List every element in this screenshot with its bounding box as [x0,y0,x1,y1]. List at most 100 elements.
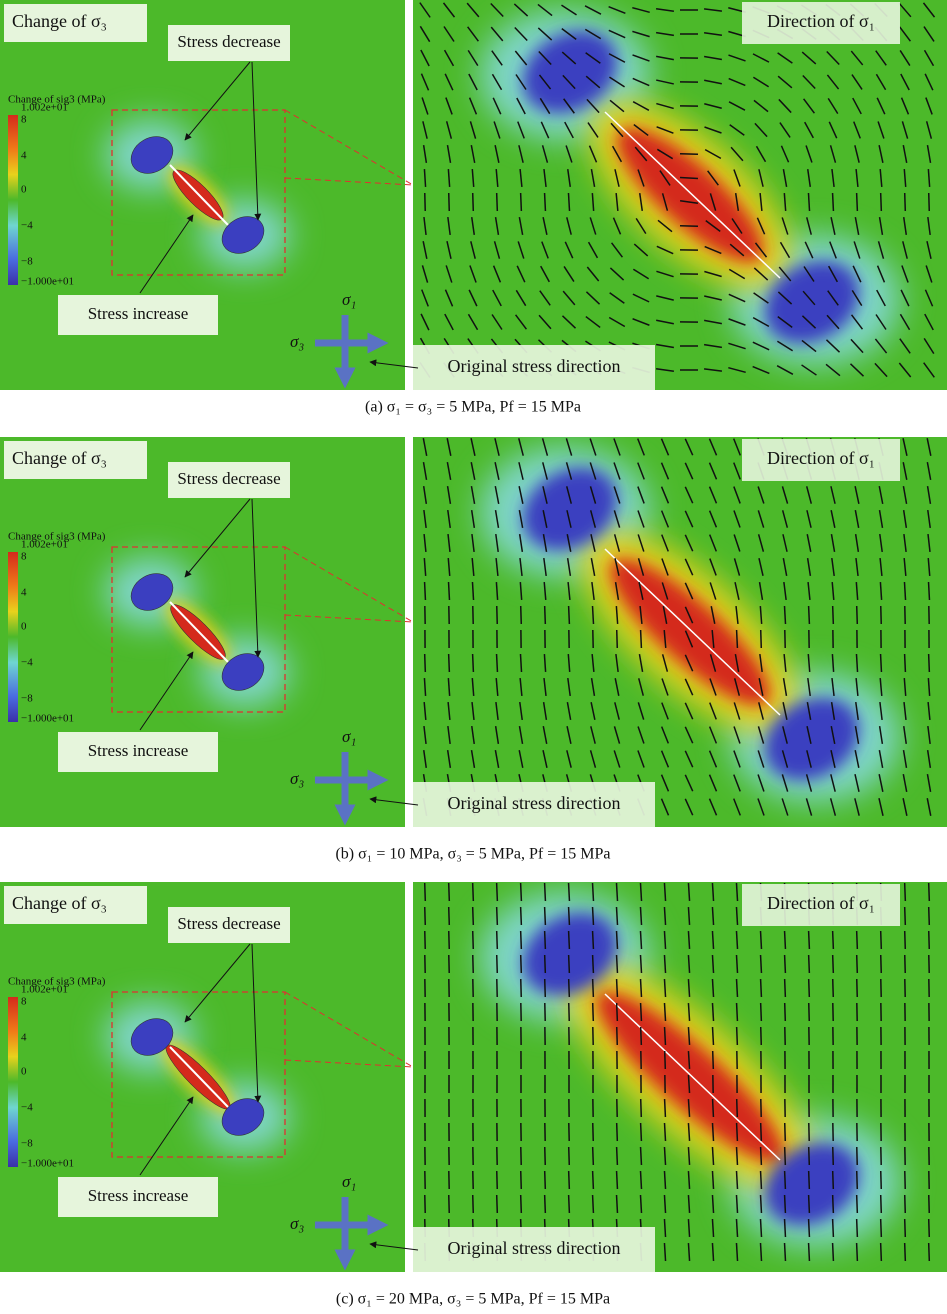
direction-tick [929,193,930,211]
direction-tick [785,1195,786,1213]
direction-tick [809,931,810,949]
direction-tick [833,979,834,997]
colorbar-tick-label: −1.000e+01 [21,713,74,725]
direction-tick [881,955,882,973]
direction-tick [664,979,665,997]
direction-tick [785,1147,786,1165]
direction-tick [737,1123,738,1141]
direction-tick [785,979,786,997]
colorbar-tick-label: 4 [21,587,27,599]
direction-tick [881,931,882,949]
direction-tick [736,1243,737,1261]
direction-tick [761,955,762,973]
axis-label: σ₃ [290,1214,304,1233]
colorbar-tick-label: 1.002e+01 [21,102,68,114]
colorbar-tick-label: −4 [21,657,33,669]
left-title: Change of σ₃ [12,448,107,468]
direction-tick [712,979,713,997]
direction-tick [569,606,570,624]
direction-tick [881,1195,882,1213]
right-title: Direction of σ₁ [767,11,875,31]
left-title: Change of σ₃ [12,893,107,913]
direction-tick [520,654,521,672]
direction-tick [545,955,546,973]
direction-tick [905,1195,906,1213]
direction-tick [569,883,570,901]
direction-tick [641,1171,642,1189]
direction-tick [545,979,546,997]
direction-tick [521,931,522,949]
direction-tick [593,1147,594,1165]
colorbar [8,552,18,722]
increase-label: Stress increase [88,1186,189,1205]
direction-tick [905,883,906,901]
direction-tick [473,931,474,949]
increase-label: Stress increase [88,304,189,323]
right-title: Direction of σ₁ [767,893,875,913]
direction-tick [785,931,786,949]
direction-tick [593,1123,594,1141]
direction-tick [905,907,906,925]
direction-tick [617,931,618,949]
direction-tick [833,931,834,949]
direction-tick [761,1219,762,1237]
direction-tick [569,1147,570,1165]
direction-tick [545,1195,546,1213]
colorbar [8,997,18,1167]
direction-tick [809,1003,810,1021]
direction-tick [545,606,546,624]
direction-tick [617,1171,618,1189]
direction-tick [593,979,594,997]
direction-tick [569,1195,570,1213]
direction-tick [785,955,786,973]
direction-tick [473,907,474,925]
direction-tick [664,1003,665,1021]
direction-tick [641,630,642,648]
direction-tick [833,1243,834,1261]
direction-tick [881,1219,882,1237]
direction-tick [568,193,569,211]
direction-tick [521,606,522,624]
colorbar-tick-label: −4 [21,1102,33,1114]
direction-tick [617,979,618,997]
direction-tick [857,955,858,973]
direction-tick [856,654,857,672]
direction-tick [497,907,498,925]
colorbar-tick-label: −8 [21,693,33,705]
direction-tick [665,1027,666,1045]
direction-tick [617,1003,618,1021]
direction-tick [905,193,906,211]
direction-tick [809,606,810,624]
direction-tick [425,654,426,672]
colorbar-tick-label: 0 [21,184,27,196]
direction-tick [617,1027,618,1045]
colorbar-tick-label: 4 [21,1032,27,1044]
direction-tick [713,1051,714,1069]
direction-tick [593,1171,594,1189]
direction-tick [569,979,570,997]
direction-tick [425,582,426,600]
direction-tick [521,955,522,973]
direction-tick [713,1027,714,1045]
right-image: Direction of σ₁ [413,882,947,1272]
direction-tick [857,1195,858,1213]
direction-tick [833,1195,834,1213]
direction-tick [449,582,450,600]
colorbar-tick-label: 0 [21,621,27,633]
direction-tick [785,1171,786,1189]
colorbar-tick-label: 4 [21,150,27,162]
direction-tick [929,1243,930,1261]
direction-tick [712,1147,713,1165]
axis-label: σ₁ [342,290,356,309]
direction-tick [857,1243,858,1261]
direction-tick [785,1123,786,1141]
direction-tick [833,193,834,211]
direction-tick [857,1171,858,1189]
direction-tick [617,1123,618,1141]
direction-tick [497,1195,498,1213]
direction-tick [641,955,642,973]
direction-tick [881,193,882,211]
direction-tick [521,193,522,211]
direction-tick [809,1243,810,1261]
direction-tick [593,606,594,624]
